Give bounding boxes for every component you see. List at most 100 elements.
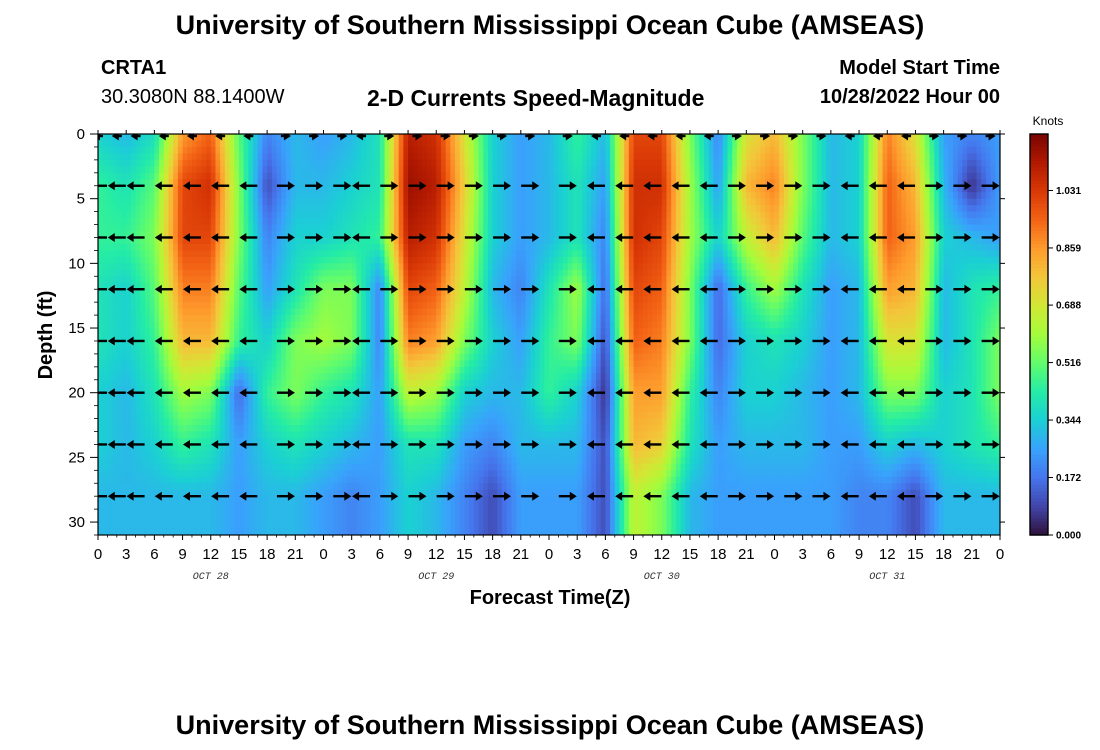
heatmap-cell — [412, 295, 419, 303]
heatmap-cell — [995, 289, 1000, 297]
heatmap-cell — [661, 185, 668, 193]
heatmap-cell — [464, 172, 470, 180]
heatmap-cell — [910, 159, 917, 167]
heatmap-cell — [877, 205, 884, 213]
heatmap-cell — [642, 205, 649, 213]
heatmap-cell — [351, 295, 357, 303]
heatmap-cell — [426, 159, 433, 167]
heatmap-cell — [271, 263, 278, 271]
heatmap-cell — [412, 237, 419, 245]
heatmap-cell — [600, 198, 606, 206]
heatmap-cell — [506, 211, 513, 219]
heatmap-cell — [398, 256, 404, 264]
heatmap-cell — [516, 263, 522, 271]
heatmap-cell — [168, 250, 174, 258]
heatmap-cell — [807, 179, 813, 187]
heatmap-cell — [455, 250, 461, 258]
heatmap-cell — [896, 295, 902, 303]
heatmap-cell — [563, 224, 569, 232]
heatmap-cell — [736, 211, 743, 219]
heatmap-cell — [102, 205, 108, 213]
heatmap-cell — [802, 289, 808, 297]
heatmap-cell — [985, 276, 992, 284]
heatmap-cell — [793, 159, 799, 167]
heatmap-cell — [450, 198, 456, 206]
heatmap-cell — [455, 159, 461, 167]
heatmap-cell — [699, 159, 705, 167]
heatmap-cell — [342, 198, 348, 206]
heatmap-cell — [934, 295, 940, 303]
heatmap-cell — [309, 282, 315, 290]
heatmap-cell — [938, 134, 945, 142]
heatmap-cell — [849, 289, 855, 297]
heatmap-cell — [807, 276, 813, 284]
heatmap-cell — [863, 134, 870, 142]
heatmap-cell — [375, 243, 381, 252]
heatmap-cell — [182, 231, 188, 239]
heatmap-cell — [694, 146, 700, 155]
heatmap-cell — [271, 205, 278, 213]
heatmap-cell — [502, 140, 508, 148]
heatmap-cell — [393, 140, 400, 148]
heatmap-cell — [868, 211, 874, 219]
heatmap-cell — [539, 172, 545, 180]
heatmap-cell — [144, 243, 151, 252]
heatmap-cell — [253, 231, 259, 239]
heatmap-cell — [967, 146, 973, 155]
heatmap-cell — [689, 237, 696, 245]
heatmap-cell — [671, 192, 677, 200]
heatmap-cell — [638, 295, 644, 303]
heatmap-cell — [412, 172, 419, 180]
heatmap-cell — [732, 172, 738, 180]
heatmap-cell — [891, 282, 898, 290]
heatmap-cell — [816, 231, 823, 239]
heatmap-cell — [450, 134, 456, 142]
heatmap-cell — [253, 269, 259, 277]
heatmap-cell — [459, 172, 466, 180]
heatmap-cell — [680, 185, 686, 193]
heatmap-cell — [957, 185, 964, 193]
heatmap-cell — [459, 153, 466, 161]
heatmap-cell — [98, 269, 104, 277]
heatmap-cell — [346, 192, 353, 200]
heatmap-cell — [149, 185, 155, 193]
heatmap-cell — [558, 282, 564, 290]
heatmap-cell — [647, 256, 653, 264]
heatmap-cell — [567, 269, 574, 277]
heatmap-cell — [234, 218, 240, 226]
heatmap-cell — [826, 146, 832, 155]
heatmap-cell — [985, 263, 992, 271]
heatmap-cell — [234, 237, 240, 245]
heatmap-cell — [915, 289, 921, 297]
heatmap-cell — [375, 192, 381, 200]
heatmap-cell — [398, 211, 404, 219]
heatmap-cell — [586, 237, 592, 245]
heatmap-cell — [295, 172, 301, 180]
heatmap-cell — [459, 231, 466, 239]
heatmap-cell — [586, 289, 592, 297]
heatmap-cell — [431, 295, 437, 303]
heatmap-cell — [379, 263, 386, 271]
heatmap-cell — [323, 166, 329, 174]
heatmap-cell — [661, 140, 668, 148]
heatmap-cell — [704, 153, 710, 161]
heatmap-cell — [483, 295, 489, 303]
heatmap-cell — [450, 263, 456, 271]
heatmap-cell — [600, 179, 606, 187]
heatmap-cell — [304, 134, 311, 142]
heatmap-cell — [666, 134, 672, 142]
heatmap-cell — [938, 224, 945, 232]
heatmap-cell — [323, 263, 329, 271]
heatmap-cell — [633, 263, 639, 271]
heatmap-cell — [859, 198, 865, 206]
heatmap-cell — [906, 282, 912, 290]
heatmap-cell — [323, 218, 329, 226]
heatmap-cell — [685, 198, 691, 206]
heatmap-cell — [497, 134, 503, 142]
heatmap-cell — [393, 263, 400, 271]
heatmap-cell — [398, 172, 404, 180]
heatmap-cell — [375, 250, 381, 258]
heatmap-cell — [915, 192, 921, 200]
heatmap-cell — [713, 224, 719, 232]
heatmap-cell — [708, 192, 715, 200]
